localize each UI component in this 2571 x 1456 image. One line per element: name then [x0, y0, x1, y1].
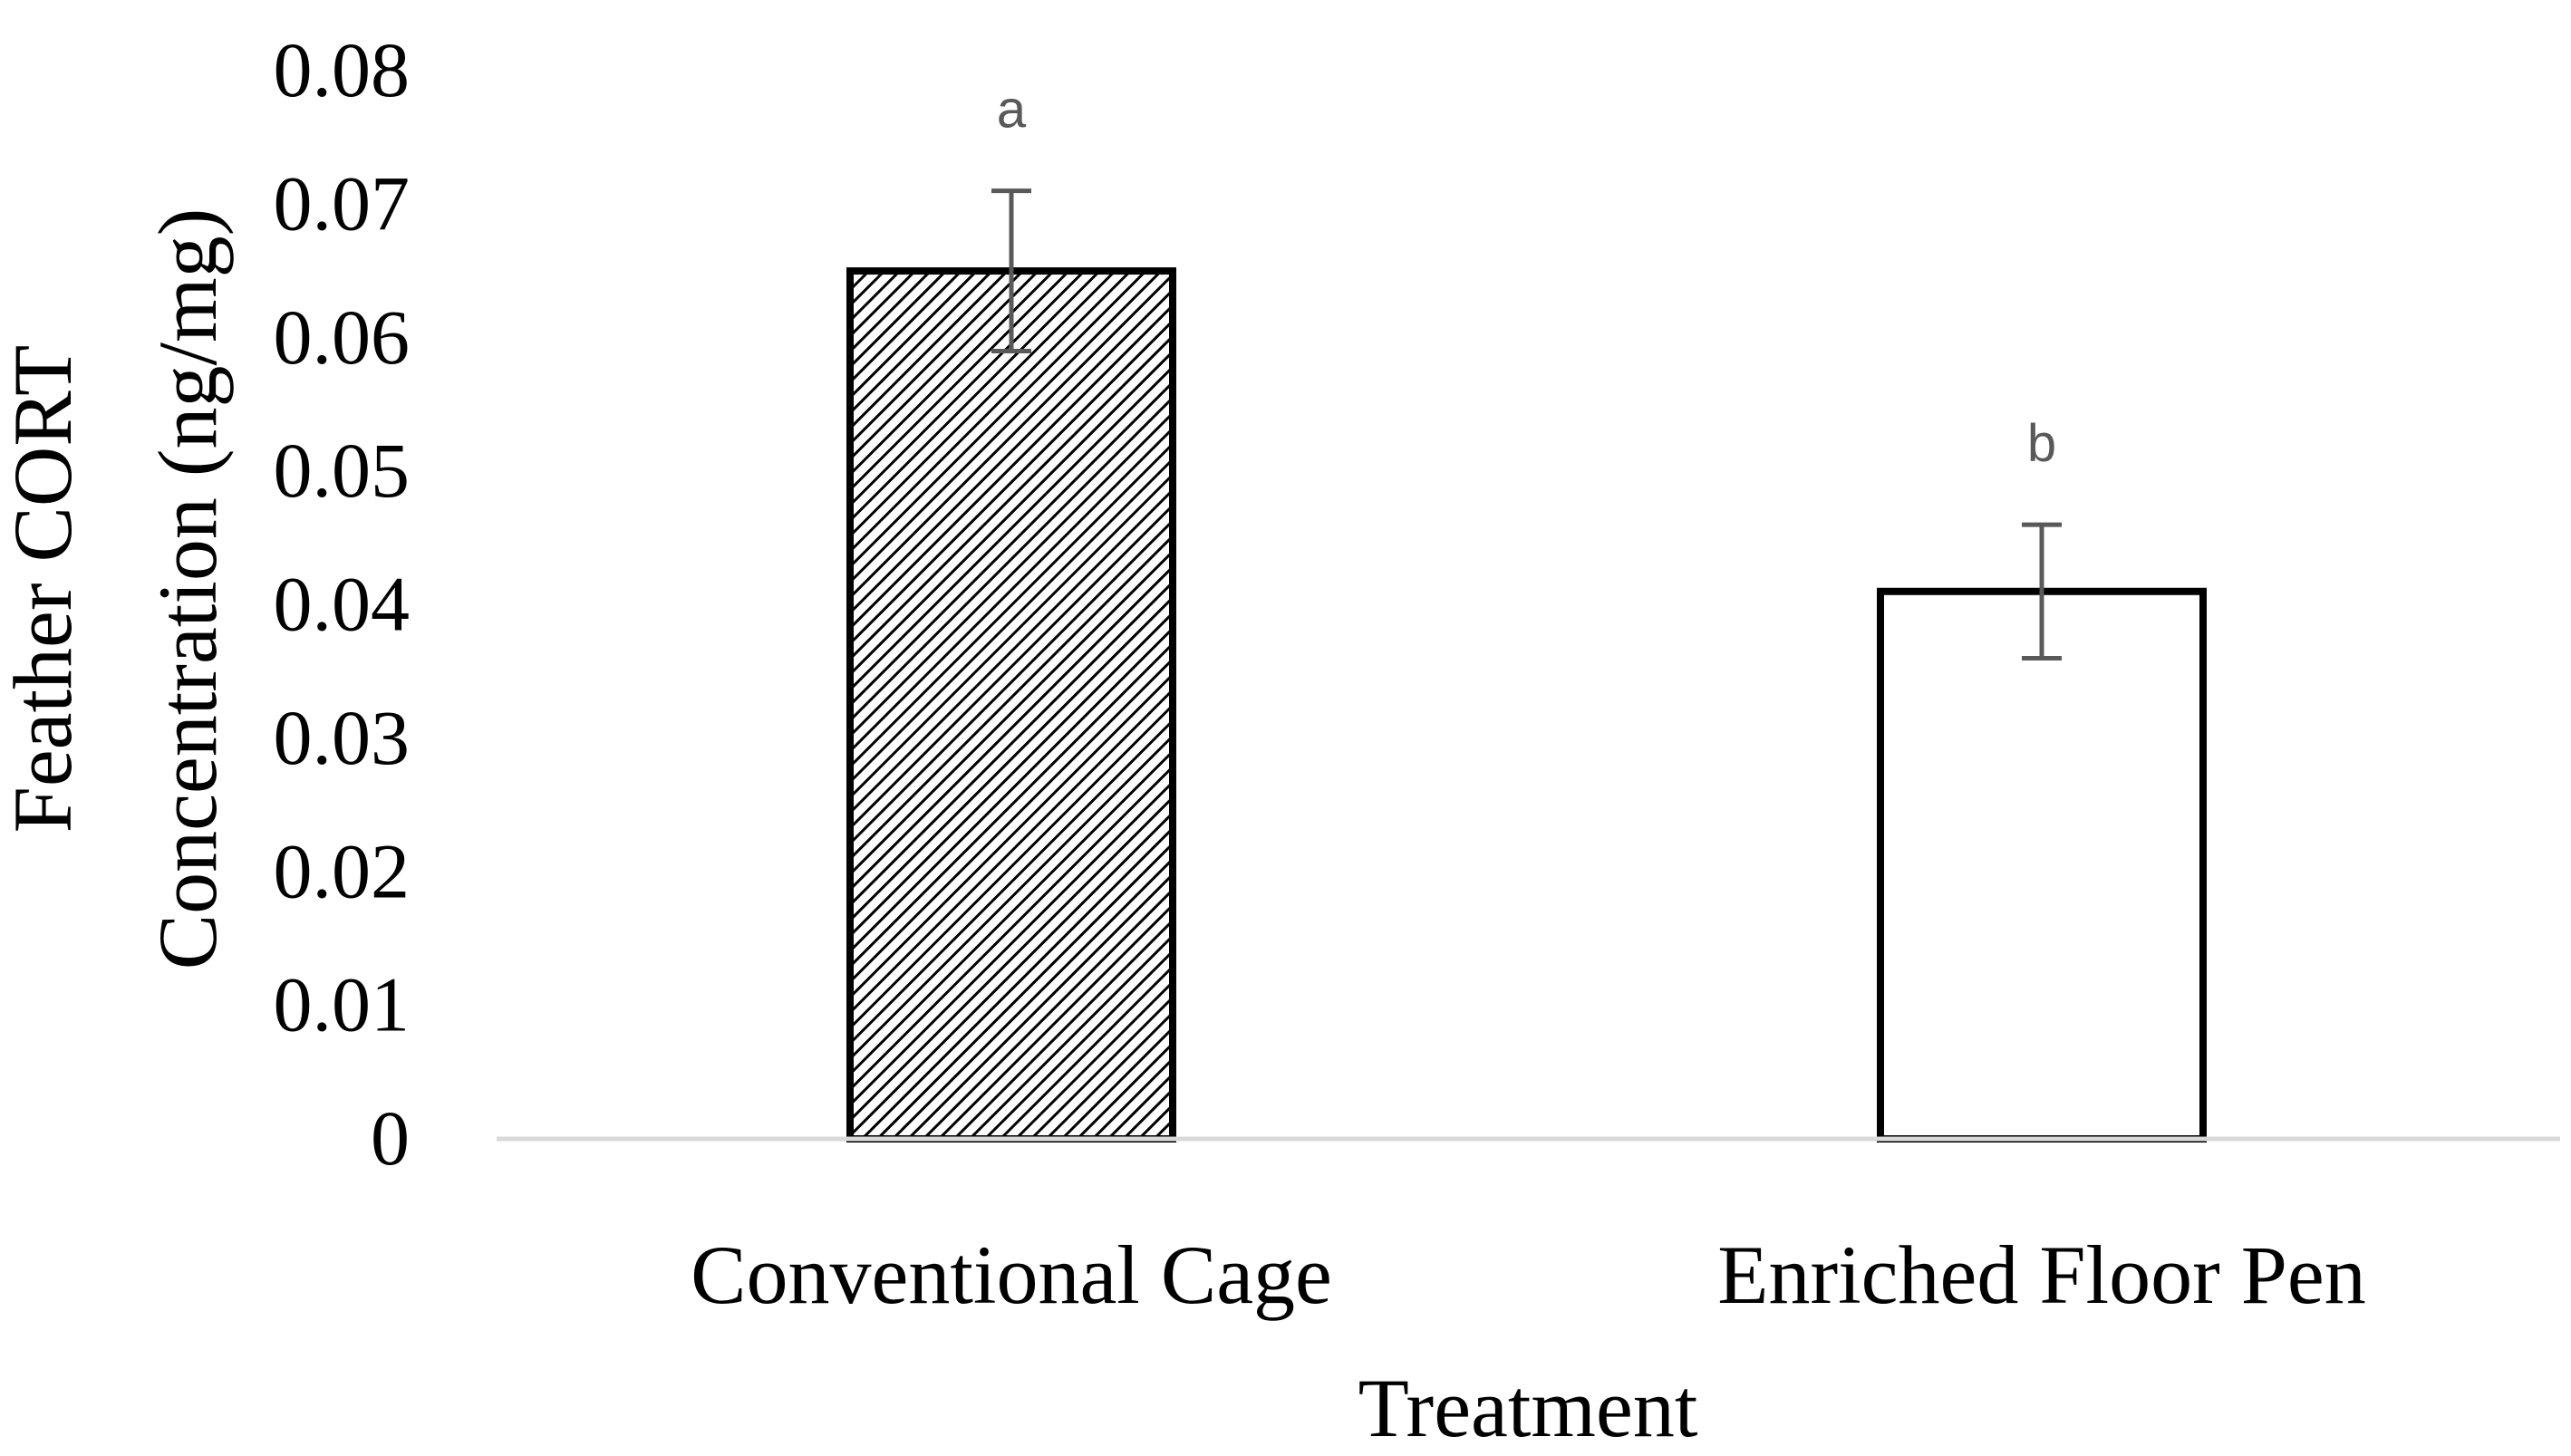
y-tick-label: 0: [371, 1094, 410, 1181]
y-axis-ticks: 0 0.01 0.02 0.03 0.04 0.05 0.06 0.07 0.08: [274, 26, 411, 1181]
significance-letter: a: [997, 81, 1027, 140]
y-tick-label: 0.03: [274, 694, 411, 781]
y-tick-label: 0.05: [274, 427, 411, 514]
y-tick-label: 0.06: [274, 294, 411, 381]
x-axis-title: Treatment: [1358, 1362, 1698, 1454]
bars: ab: [846, 81, 2207, 1143]
y-tick-label: 0.02: [274, 827, 411, 914]
bar-conventional-cage: [846, 267, 1176, 1143]
error-bar: [2022, 522, 2062, 661]
y-tick-label: 0.04: [274, 561, 411, 648]
significance-letter: b: [2027, 414, 2056, 473]
x-axis-categories: Conventional Cage Enriched Floor Pen: [691, 1229, 2366, 1321]
x-category-label: Conventional Cage: [691, 1229, 1332, 1321]
y-axis-title-line-1: Feather CORT: [0, 345, 89, 834]
y-tick-label: 0.07: [274, 159, 411, 246]
x-category-label: Enriched Floor Pen: [1717, 1229, 2365, 1321]
y-tick-label: 0.01: [274, 961, 411, 1048]
bar-enriched-floor-pen: [1877, 587, 2207, 1143]
y-tick-label: 0.08: [274, 26, 411, 113]
y-axis-title-line-2: Concentration (ng/mg): [141, 208, 234, 970]
error-bar: [991, 188, 1031, 353]
